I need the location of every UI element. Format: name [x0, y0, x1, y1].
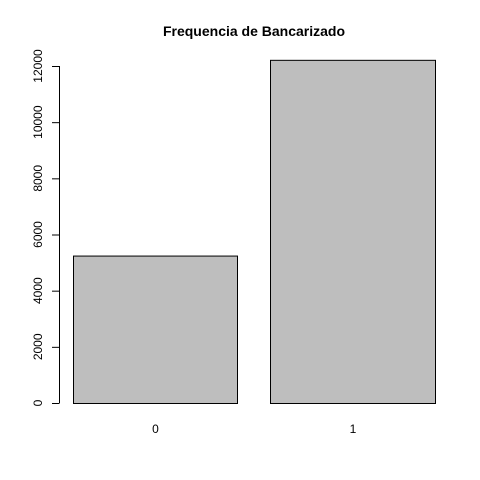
y-tick-label-8000: 8000	[31, 165, 45, 192]
y-tick-label-0: 0	[31, 399, 45, 406]
y-tick-label-12000: 12000	[31, 49, 45, 83]
y-axis: 0 2000 4000 6000 8000 10000 12000	[31, 49, 60, 406]
y-tick-label-10000: 10000	[31, 105, 45, 139]
bars-layer	[73, 59, 436, 405]
y-tick-label-2000: 2000	[31, 333, 45, 360]
x-tick-label-0: 0	[152, 422, 159, 436]
chart-title: Frequencia de Bancarizado	[163, 23, 345, 39]
y-tick-label-6000: 6000	[31, 221, 45, 248]
x-tick-label-1: 1	[350, 422, 357, 436]
y-tick-label-4000: 4000	[31, 277, 45, 304]
bar-0	[73, 255, 238, 404]
bar-1	[270, 59, 436, 405]
